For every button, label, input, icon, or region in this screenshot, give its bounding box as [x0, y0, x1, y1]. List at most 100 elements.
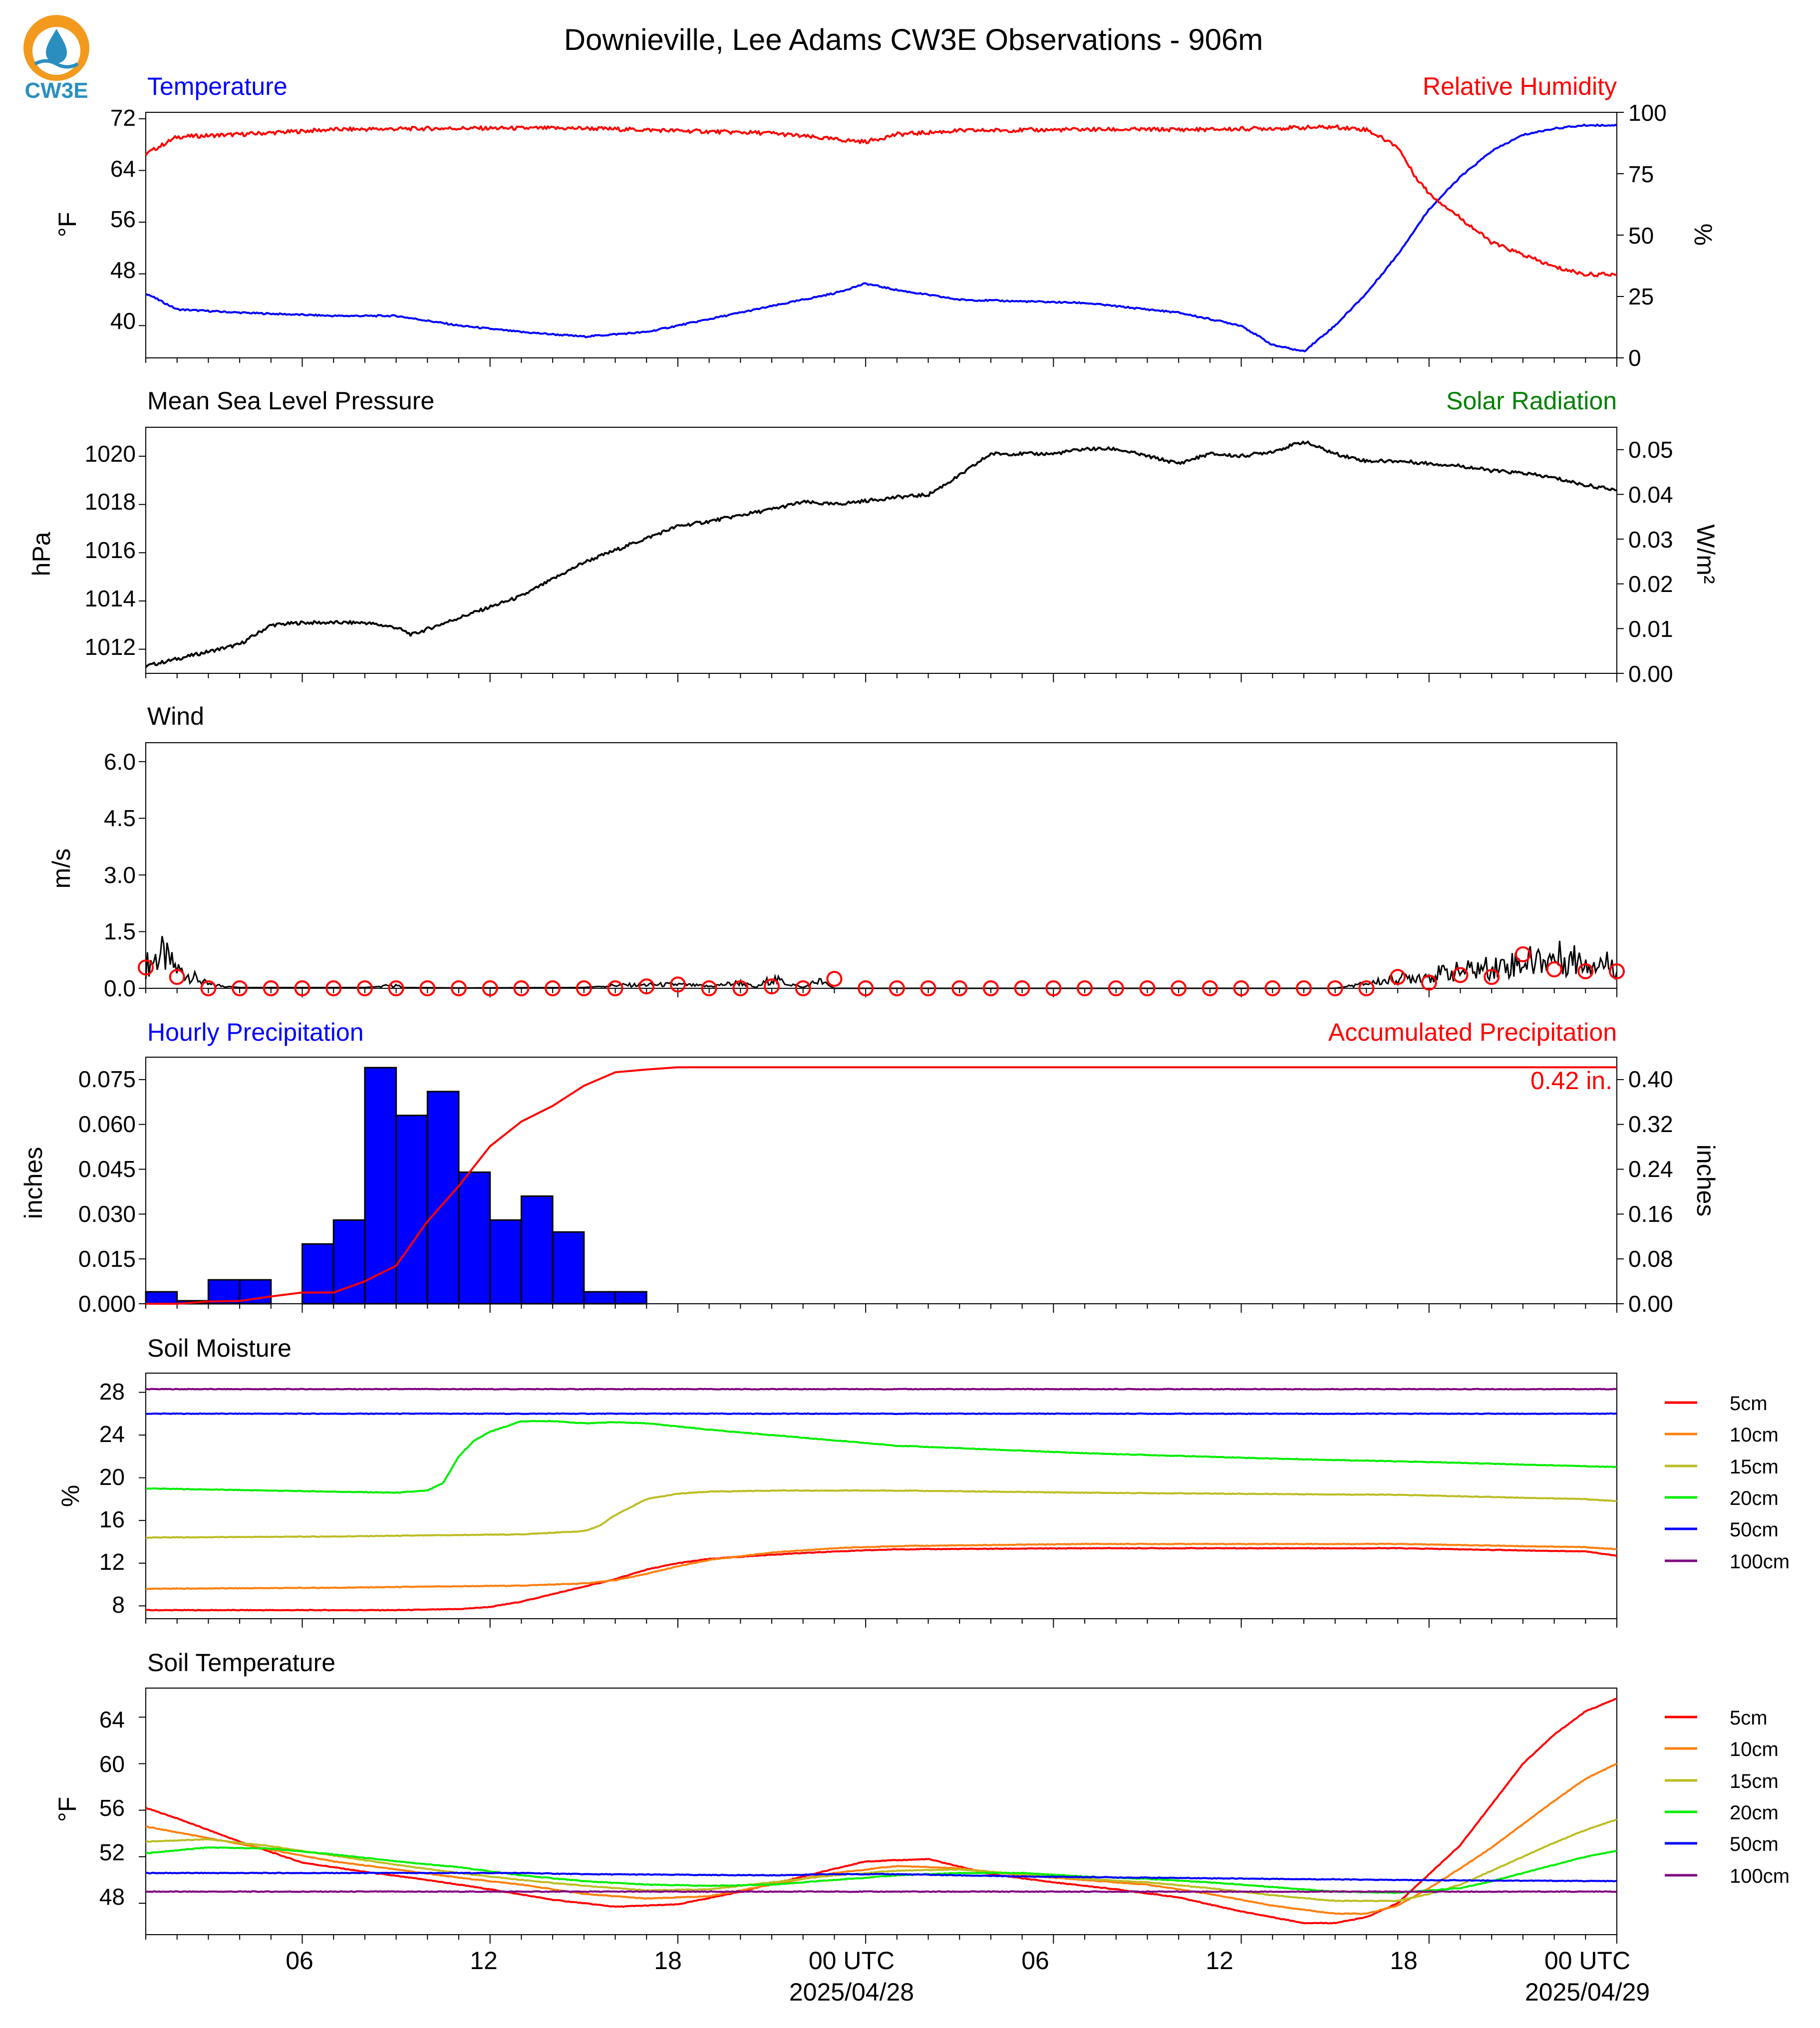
- gust-marker: [1077, 980, 1093, 996]
- gust-marker: [1577, 963, 1594, 979]
- panel-temperature-humidity: Temperature Relative Humidity °F % 40 48…: [53, 72, 1717, 371]
- precip-bar: [489, 1219, 522, 1305]
- gust-marker: [1171, 980, 1187, 996]
- soil-temperature-tick: 48: [99, 1884, 125, 1910]
- wind-tick: 4.5: [104, 805, 136, 831]
- legend-label-10cm: 10cm: [1730, 1424, 1779, 1446]
- precip-bar: [364, 1067, 397, 1305]
- precip-bar: [520, 1195, 554, 1305]
- temperature-tick: 40: [110, 308, 136, 334]
- cw3e-logo: CW3E: [23, 15, 89, 103]
- gust-marker: [1484, 969, 1500, 985]
- accum-precip-axis-label: inches: [1692, 1145, 1720, 1217]
- logo-drop-icon: [46, 29, 67, 63]
- precip-bar: [583, 1291, 616, 1305]
- gust-marker: [419, 980, 436, 996]
- gust-marker: [982, 980, 999, 996]
- solar-tick: 0.00: [1628, 661, 1673, 687]
- gust-marker: [889, 980, 905, 996]
- pressure-axis-label: hPa: [27, 532, 55, 576]
- x-tick-label: 06: [1021, 1947, 1049, 1975]
- pressure-tick: 1014: [85, 585, 136, 611]
- soil-temperature-line-5cm: [145, 1698, 1617, 1925]
- gust-marker: [1045, 980, 1062, 996]
- gust-marker: [1295, 980, 1312, 996]
- soil-moisture-title: Soil Moisture: [147, 1334, 292, 1362]
- gust-marker: [263, 980, 279, 996]
- hourly-precip-tick: 0.030: [78, 1201, 136, 1227]
- humidity-tick: 25: [1628, 284, 1654, 309]
- soil-temperature-line-50cm: [145, 1871, 1617, 1883]
- precip-bar: [395, 1115, 428, 1305]
- accum-precip-tick: 0.00: [1628, 1291, 1673, 1317]
- humidity-tick: 100: [1628, 100, 1667, 126]
- accum-precip-tick: 0.24: [1628, 1156, 1673, 1182]
- soil-moisture-line-20cm: [145, 1420, 1617, 1494]
- panel-precipitation: Hourly Precipitation Accumulated Precipi…: [19, 1018, 1720, 1317]
- gust-marker: [1108, 980, 1124, 996]
- temperature-line: [145, 123, 1617, 352]
- soil-temperature-tick: 64: [99, 1707, 125, 1733]
- gust-marker: [1515, 946, 1531, 962]
- legend-label-15cm: 15cm: [1730, 1456, 1779, 1478]
- panel-frame: [145, 1057, 1617, 1304]
- soil-temperature-tick: 52: [99, 1839, 125, 1865]
- panel-frame: [145, 1373, 1617, 1619]
- soil-temperature-legend: 5cm 10cm 15cm 20cm 50cm 100cm: [1665, 1707, 1790, 1887]
- solar-tick: 0.03: [1628, 527, 1673, 553]
- soil-moisture-tick: 24: [99, 1421, 125, 1447]
- soil-temperature-line-15cm: [145, 1818, 1617, 1903]
- accum-precip-tick: 0.40: [1628, 1066, 1673, 1092]
- gust-marker: [1452, 967, 1469, 983]
- gust-marker: [388, 980, 404, 996]
- hourly-precip-tick: 0.060: [78, 1111, 136, 1137]
- solar-tick: 0.05: [1628, 437, 1673, 463]
- temperature-tick: 64: [110, 156, 136, 182]
- gust-marker: [764, 978, 780, 995]
- x-tick-label: 00 UTC: [1544, 1947, 1630, 1975]
- x-tick-label: 18: [654, 1947, 682, 1975]
- legend-label-20cm: 20cm: [1730, 1487, 1779, 1509]
- pressure-tick: 1012: [85, 634, 136, 660]
- legend-label-100cm: 100cm: [1730, 1865, 1790, 1887]
- gust-marker: [1014, 980, 1030, 996]
- gust-marker: [1327, 980, 1343, 996]
- gust-marker: [356, 980, 373, 996]
- soil-temperature-ticks: 48 52 56 60 64: [99, 1707, 125, 1910]
- soil-temperature-title: Soil Temperature: [147, 1649, 335, 1677]
- pressure-tick: 1018: [85, 489, 136, 515]
- soil-moisture-tick: 20: [99, 1464, 125, 1490]
- legend-label-10cm: 10cm: [1730, 1738, 1779, 1760]
- x-tick-label: 00 UTC: [809, 1947, 895, 1975]
- gust-marker: [451, 980, 467, 996]
- gust-marker: [1202, 980, 1218, 996]
- plot-layer: [138, 112, 1625, 1944]
- legend-label-50cm: 50cm: [1730, 1833, 1779, 1855]
- precip-bar: [302, 1243, 334, 1305]
- gust-marker: [795, 980, 811, 996]
- gust-marker: [576, 980, 592, 996]
- temperature-tick: 56: [110, 206, 136, 232]
- accum-total-label: 0.42 in.: [1530, 1067, 1612, 1095]
- wind-ticks: 0.0 1.5 3.0 4.5 6.0: [104, 749, 136, 1001]
- accum-precip-ticks: 0.00 0.08 0.16 0.24 0.32 0.40: [1628, 1066, 1673, 1317]
- precip-bar: [426, 1091, 460, 1305]
- gust-marker: [513, 980, 530, 996]
- legend-label-5cm: 5cm: [1730, 1707, 1768, 1729]
- gust-marker: [1139, 980, 1156, 996]
- gust-marker: [138, 959, 154, 976]
- gust-marker: [701, 980, 717, 996]
- gust-marker: [669, 976, 686, 993]
- pressure-tick: 1020: [85, 441, 136, 467]
- gust-marker: [232, 980, 248, 996]
- panel-frame: [145, 427, 1617, 674]
- soil-moisture-axis-label: %: [56, 1485, 84, 1507]
- panel-frame: [145, 1688, 1617, 1935]
- legend-label-5cm: 5cm: [1730, 1393, 1768, 1415]
- hourly-precip-ticks: 0.000 0.015 0.030 0.045 0.060 0.075: [78, 1066, 136, 1317]
- gust-marker: [951, 980, 968, 996]
- temperature-tick: 48: [110, 257, 136, 283]
- gust-marker: [607, 980, 623, 996]
- soil-temperature-tick: 60: [99, 1751, 125, 1777]
